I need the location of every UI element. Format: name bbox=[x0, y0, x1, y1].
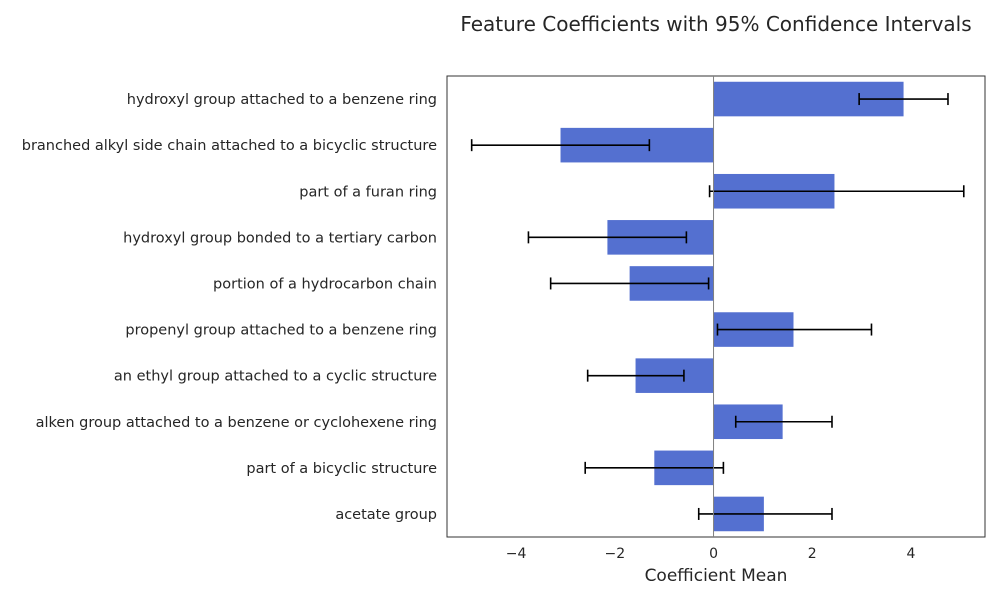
category-label: part of a furan ring bbox=[299, 184, 437, 200]
category-label: an ethyl group attached to a cyclic stru… bbox=[114, 369, 437, 385]
category-label: acetate group bbox=[335, 507, 437, 523]
category-label: part of a bicyclic structure bbox=[246, 461, 437, 477]
x-tick-label: −4 bbox=[506, 546, 527, 562]
category-label: branched alkyl side chain attached to a … bbox=[22, 138, 437, 154]
category-label: propenyl group attached to a benzene rin… bbox=[125, 323, 437, 339]
x-axis-label: Coefficient Mean bbox=[645, 566, 788, 586]
plot-area: hydroxyl group attached to a benzene rin… bbox=[22, 75, 986, 562]
category-label: hydroxyl group bonded to a tertiary carb… bbox=[123, 230, 437, 246]
chart-title: Feature Coefficients with 95% Confidence… bbox=[460, 12, 971, 36]
x-tick-label: 4 bbox=[907, 546, 916, 562]
plot-frame bbox=[446, 75, 986, 538]
x-tick-label: −2 bbox=[604, 546, 625, 562]
category-label: hydroxyl group attached to a benzene rin… bbox=[127, 92, 437, 108]
category-label: portion of a hydrocarbon chain bbox=[213, 276, 437, 292]
category-label: alken group attached to a benzene or cyc… bbox=[36, 415, 437, 431]
x-tick-label: 0 bbox=[709, 546, 718, 562]
x-tick-label: 2 bbox=[808, 546, 817, 562]
